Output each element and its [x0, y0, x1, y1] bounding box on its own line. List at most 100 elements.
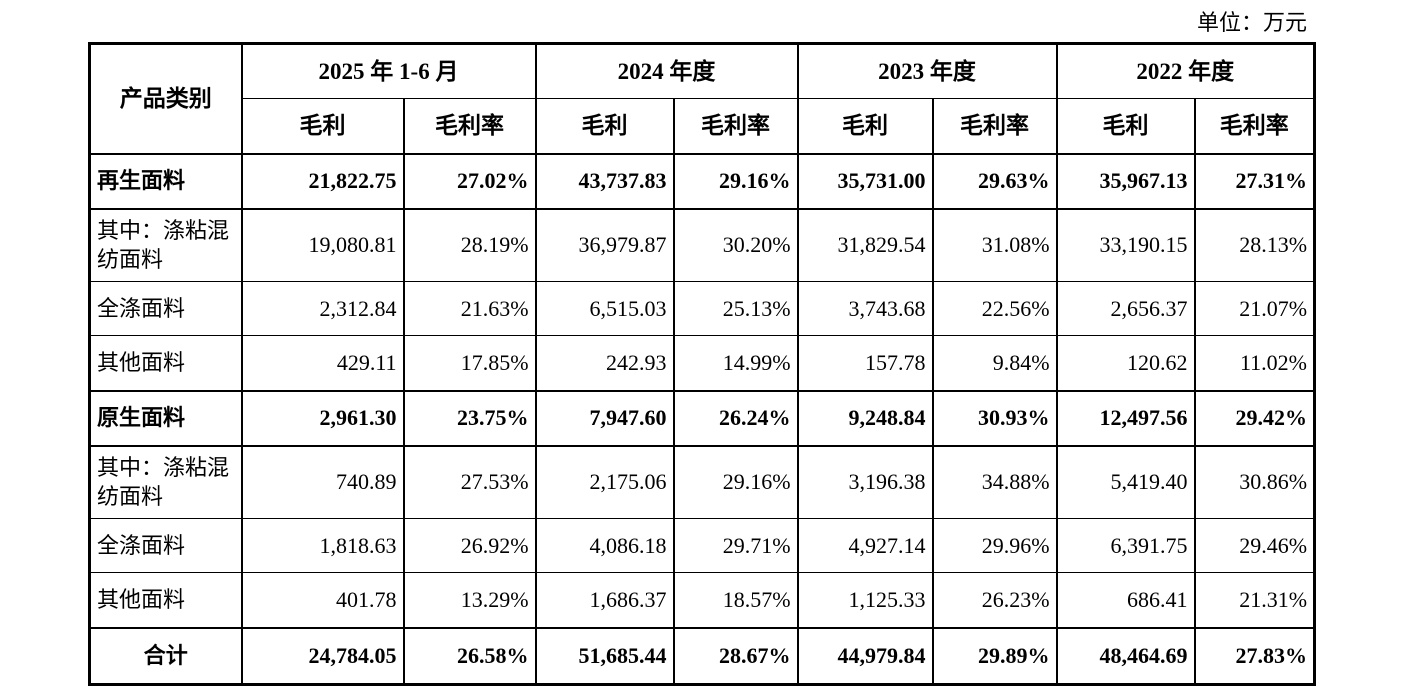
- table-cell: 11.02%: [1193, 335, 1316, 391]
- subheader-gross-margin: 毛利率: [402, 98, 537, 154]
- table-cell: 48,464.69: [1055, 626, 1196, 686]
- table-cell: 3,196.38: [796, 445, 934, 519]
- table-row-recycled-other: 其他面料 429.11 17.85% 242.93 14.99% 157.78 …: [88, 335, 1316, 391]
- table-cell: 19,080.81: [240, 208, 405, 282]
- table-cell: 1,686.37: [534, 572, 675, 628]
- table-cell: 26.58%: [402, 626, 537, 686]
- table-row-total: 合计 24,784.05 26.58% 51,685.44 28.67% 44,…: [88, 626, 1316, 686]
- table-cell: 686.41: [1055, 572, 1196, 628]
- table-cell: 21,822.75: [240, 152, 405, 210]
- table-cell: 51,685.44: [534, 626, 675, 686]
- table-cell: 18.57%: [672, 572, 799, 628]
- table-cell: 401.78: [240, 572, 405, 628]
- table-cell: 26.92%: [402, 518, 537, 573]
- header-row-periods: 产品类别 2025 年 1-6 月 2024 年度 2023 年度 2022 年…: [88, 43, 1316, 154]
- table-cell: 35,967.13: [1055, 152, 1196, 210]
- table-cell: 28.19%: [402, 208, 537, 282]
- table-cell: 29.96%: [931, 518, 1058, 573]
- table-cell: 29.89%: [931, 626, 1058, 686]
- table-cell: 2,175.06: [534, 445, 675, 519]
- period-header-2023: 2023 年度: [796, 43, 1058, 99]
- table-cell: 27.02%: [402, 152, 537, 210]
- table-cell: 1,818.63: [240, 518, 405, 573]
- table-row-virgin-poly-viscose: 其中：涤粘混纺面料 740.89 27.53% 2,175.06 29.16% …: [88, 445, 1316, 519]
- table-cell: 29.16%: [672, 445, 799, 519]
- row-label: 全涤面料: [88, 281, 243, 336]
- subheader-gross-margin: 毛利率: [1193, 98, 1316, 154]
- period-header-2024: 2024 年度: [534, 43, 799, 99]
- header-row-measures: 毛利 毛利率 毛利 毛利率 毛利 毛利率 毛利 毛利率: [90, 98, 1316, 154]
- table-cell: 429.11: [240, 335, 405, 391]
- row-label: 其他面料: [88, 572, 243, 628]
- table-cell: 242.93: [534, 335, 675, 391]
- table-cell: 9,248.84: [796, 389, 934, 447]
- table-cell: 27.53%: [402, 445, 537, 519]
- subheader-gross-profit: 毛利: [534, 98, 675, 154]
- table-row-virgin-fabric: 原生面料 2,961.30 23.75% 7,947.60 26.24% 9,2…: [88, 389, 1316, 447]
- table-cell: 35,731.00: [796, 152, 934, 210]
- unit-label: 单位：万元: [1196, 10, 1307, 35]
- table-row-virgin-other: 其他面料 401.78 13.29% 1,686.37 18.57% 1,125…: [88, 572, 1316, 628]
- table-cell: 21.07%: [1193, 281, 1316, 336]
- subheader-gross-margin: 毛利率: [931, 98, 1058, 154]
- table-cell: 28.13%: [1193, 208, 1316, 282]
- table-cell: 120.62: [1055, 335, 1196, 391]
- table-cell: 21.31%: [1193, 572, 1316, 628]
- table-cell: 21.63%: [402, 281, 537, 336]
- table-cell: 6,515.03: [534, 281, 675, 336]
- table-cell: 13.29%: [402, 572, 537, 628]
- table-cell: 4,086.18: [534, 518, 675, 573]
- table-cell: 25.13%: [672, 281, 799, 336]
- table-cell: 27.83%: [1193, 626, 1316, 686]
- table-cell: 43,737.83: [534, 152, 675, 210]
- table-cell: 22.56%: [931, 281, 1058, 336]
- row-label: 原生面料: [88, 389, 243, 447]
- row-label: 全涤面料: [88, 518, 243, 573]
- table-cell: 1,125.33: [796, 572, 934, 628]
- table-cell: 26.23%: [931, 572, 1058, 628]
- table-row-recycled-all-poly: 全涤面料 2,312.84 21.63% 6,515.03 25.13% 3,7…: [88, 281, 1316, 336]
- table-cell: 30.20%: [672, 208, 799, 282]
- table-row-virgin-all-poly: 全涤面料 1,818.63 26.92% 4,086.18 29.71% 4,9…: [88, 518, 1316, 573]
- table-row-recycled-fabric: 再生面料 21,822.75 27.02% 43,737.83 29.16% 3…: [88, 152, 1316, 210]
- table-cell: 30.86%: [1193, 445, 1316, 519]
- table-cell: 6,391.75: [1055, 518, 1196, 573]
- table-cell: 14.99%: [672, 335, 799, 391]
- table-cell: 31.08%: [931, 208, 1058, 282]
- table-cell: 29.16%: [672, 152, 799, 210]
- table-cell: 7,947.60: [534, 389, 675, 447]
- table-cell: 17.85%: [402, 335, 537, 391]
- table-cell: 36,979.87: [534, 208, 675, 282]
- table-cell: 44,979.84: [796, 626, 934, 686]
- subheader-gross-profit: 毛利: [240, 98, 405, 154]
- subheader-gross-profit: 毛利: [796, 98, 934, 154]
- table-cell: 3,743.68: [796, 281, 934, 336]
- table-cell: 740.89: [240, 445, 405, 519]
- table-cell: 2,961.30: [240, 389, 405, 447]
- row-label: 合计: [88, 626, 243, 686]
- table-cell: 5,419.40: [1055, 445, 1196, 519]
- table-cell: 2,656.37: [1055, 281, 1196, 336]
- table-cell: 2,312.84: [240, 281, 405, 336]
- table-row-recycled-poly-viscose: 其中：涤粘混纺面料 19,080.81 28.19% 36,979.87 30.…: [88, 208, 1316, 282]
- period-header-2025: 2025 年 1-6 月: [240, 43, 537, 99]
- table-cell: 33,190.15: [1055, 208, 1196, 282]
- table-cell: 12,497.56: [1055, 389, 1196, 447]
- table-cell: 26.24%: [672, 389, 799, 447]
- period-header-2022: 2022 年度: [1055, 43, 1316, 99]
- table-cell: 24,784.05: [240, 626, 405, 686]
- table-cell: 29.42%: [1193, 389, 1316, 447]
- subheader-gross-margin: 毛利率: [672, 98, 799, 154]
- category-header-cell: 产品类别: [88, 43, 243, 154]
- row-label: 再生面料: [88, 152, 243, 210]
- row-label: 其他面料: [88, 335, 243, 391]
- table-cell: 9.84%: [931, 335, 1058, 391]
- row-label: 其中：涤粘混纺面料: [88, 208, 243, 282]
- table-cell: 27.31%: [1193, 152, 1316, 210]
- table-cell: 31,829.54: [796, 208, 934, 282]
- table-cell: 28.67%: [672, 626, 799, 686]
- table-cell: 29.46%: [1193, 518, 1316, 573]
- table-cell: 157.78: [796, 335, 934, 391]
- table-cell: 4,927.14: [796, 518, 934, 573]
